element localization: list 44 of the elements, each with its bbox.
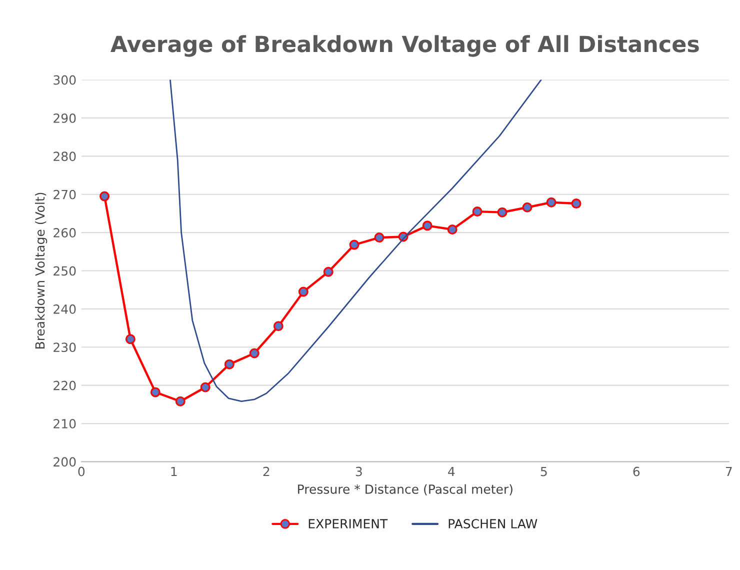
point: [571, 198, 582, 209]
x-tick-label: 7: [726, 466, 732, 476]
y-tick-label: 220: [54, 380, 76, 390]
point: [546, 197, 556, 208]
x-axis-title: Pressure * Distance (Pascal meter): [298, 484, 512, 496]
line-series: [170, 80, 542, 402]
point: [349, 240, 360, 250]
y-tick-label: 200: [54, 457, 76, 467]
y-tick-label: 300: [54, 75, 76, 85]
point: [422, 220, 432, 231]
x-tick-label: 2: [263, 466, 270, 476]
legend-label: EXPERIMENT: [308, 519, 388, 528]
point: [472, 206, 482, 217]
point: [100, 191, 110, 202]
point: [200, 382, 210, 392]
point: [150, 387, 160, 398]
chart-title: Average of Breakdown Voltage of All Distances: [110, 35, 699, 57]
point: [175, 396, 186, 406]
y-tick-label: 230: [54, 342, 76, 352]
y-tick-label: 240: [54, 304, 76, 314]
y-axis-title: Breakdown Voltage (Volt): [35, 192, 48, 348]
y-tick-label: 280: [54, 152, 76, 162]
point: [224, 359, 234, 370]
point: [125, 334, 136, 344]
x-tick-label: 6: [633, 466, 640, 476]
point: [497, 207, 508, 218]
x-tick-label: 3: [356, 466, 362, 476]
point: [249, 348, 260, 358]
x-tick-label: 0: [78, 466, 85, 476]
legend-label: PASCHEN LAW: [448, 519, 538, 528]
y-tick-label: 260: [54, 228, 76, 238]
point: [522, 202, 532, 212]
point: [447, 224, 458, 235]
x-tick-label: 4: [448, 466, 455, 476]
y-tick-label: 270: [54, 190, 76, 200]
point: [323, 266, 334, 277]
x-tick-label: 5: [540, 466, 547, 476]
y-tick-label: 210: [54, 418, 76, 428]
point: [273, 321, 284, 332]
y-tick-label: 250: [54, 266, 76, 276]
point: [374, 232, 384, 243]
x-tick-label: 1: [171, 466, 177, 476]
y-tick-label: 290: [54, 113, 76, 123]
point: [298, 286, 308, 297]
